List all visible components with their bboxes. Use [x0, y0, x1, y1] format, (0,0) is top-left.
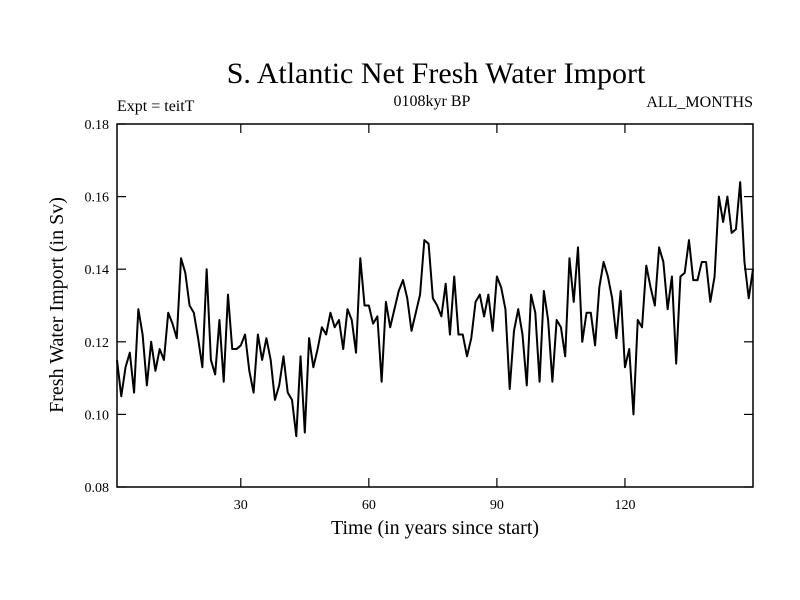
x-tick-label: 30 [234, 498, 248, 513]
x-axis-label: Time (in years since start) [331, 517, 539, 539]
months-label: ALL_MONTHS [646, 94, 753, 111]
experiment-label: Expt = teitT [117, 98, 195, 115]
y-tick-label: 0.18 [85, 118, 110, 133]
x-tick-label: 60 [362, 498, 376, 513]
series-line [116, 181, 754, 438]
x-tick-label: 120 [614, 498, 635, 513]
x-tick-label: 90 [490, 498, 504, 513]
y-tick-label: 0.08 [85, 481, 110, 496]
y-tick-label: 0.14 [85, 263, 110, 278]
x-axis-ticks: 30 60 90 120 [234, 124, 635, 513]
plot-frame [116, 123, 754, 488]
y-tick-label: 0.16 [85, 191, 110, 206]
y-tick-label: 0.12 [85, 336, 110, 351]
chart-title: S. Atlantic Net Fresh Water Import [227, 57, 646, 90]
y-axis-ticks: 0.08 0.10 0.12 0.14 0.16 0.18 [85, 118, 753, 496]
y-tick-label: 0.10 [85, 408, 110, 423]
period-label: 0108kyr BP [394, 93, 471, 110]
y-axis-label: Fresh Water Import (in Sv) [46, 197, 68, 413]
